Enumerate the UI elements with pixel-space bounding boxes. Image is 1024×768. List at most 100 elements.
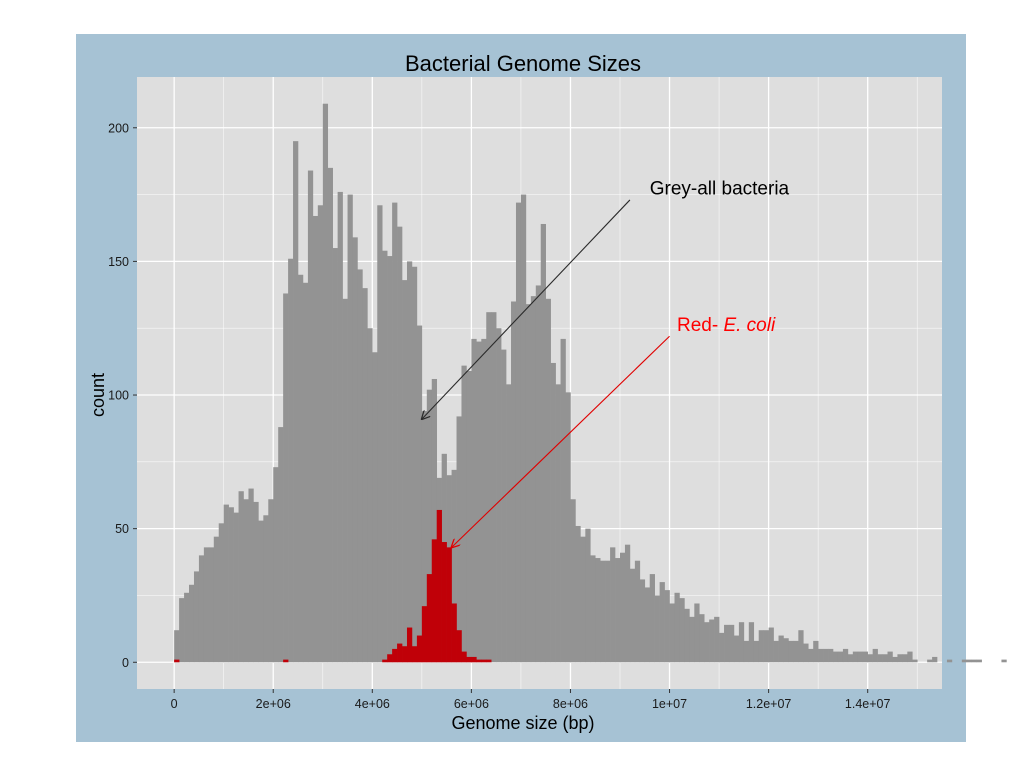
histogram-bar (699, 614, 705, 663)
histogram-bar (679, 598, 685, 663)
histogram-bar (694, 603, 700, 663)
histogram-bar (392, 648, 398, 663)
histogram-bar (268, 499, 274, 663)
histogram-bar (704, 622, 710, 663)
histogram-bar (486, 312, 492, 663)
histogram-bar (887, 651, 893, 663)
histogram-bar (179, 598, 185, 663)
histogram-bar (288, 258, 294, 663)
histogram-bar (912, 659, 918, 663)
histogram-bar (758, 630, 764, 663)
histogram-bar (382, 659, 388, 663)
histogram-bar (451, 469, 457, 663)
histogram-bar (768, 627, 774, 663)
histogram-bar (719, 632, 725, 663)
histogram-bar (545, 298, 551, 663)
histogram-bar (273, 467, 279, 663)
annotation-label: Grey-all bacteria (650, 179, 790, 200)
histogram-bar (382, 250, 388, 663)
histogram-bar (411, 266, 418, 663)
histogram-bar (674, 592, 680, 663)
annotation-text: E. coli (723, 315, 776, 336)
histogram-bar (753, 640, 760, 663)
histogram-bar (278, 427, 284, 663)
histogram-bar (203, 547, 210, 663)
histogram-bar (456, 630, 462, 663)
histogram-bar (253, 501, 259, 663)
histogram-bar (402, 280, 408, 663)
histogram-bar (828, 648, 834, 663)
histogram-bar (317, 205, 324, 663)
histogram-bar (803, 643, 809, 663)
histogram-bar (624, 544, 631, 663)
histogram-bar (312, 215, 319, 663)
histogram-bar (833, 651, 839, 663)
histogram-bar (595, 558, 601, 663)
histogram-bar (1001, 659, 1007, 663)
histogram-bar (689, 616, 695, 663)
histogram-bar (798, 630, 804, 663)
x-axis-ticks: 0 2e+06 4e+06 6e+06 8e+06 1e+07 1.2e+07 1.4e+07 (171, 689, 890, 711)
histogram-bar (421, 411, 428, 663)
histogram-bar (372, 352, 378, 663)
histogram-bar (184, 592, 190, 663)
histogram-bar (411, 646, 418, 663)
histogram-bar (501, 349, 507, 663)
histogram-bar (233, 512, 239, 663)
histogram-bar (357, 269, 363, 663)
histogram-bar (377, 205, 383, 663)
annotation-text: Grey-all bacteria (650, 179, 790, 200)
histogram-bar (506, 384, 512, 663)
histogram-bar (193, 571, 200, 663)
histogram-bar (560, 338, 566, 663)
y-tick-label: 200 (108, 121, 129, 135)
histogram-bar (258, 520, 264, 663)
histogram-bar (416, 635, 423, 663)
histogram-bar (748, 622, 755, 663)
histogram-bar (808, 648, 814, 663)
histogram-bar (867, 654, 873, 663)
histogram-bar (783, 638, 789, 663)
histogram-bar (659, 582, 665, 663)
histogram-bar (327, 167, 333, 663)
histogram-bar (525, 304, 532, 663)
histogram-bar (342, 298, 348, 663)
histogram-bar (610, 547, 616, 663)
histogram-bar (352, 237, 358, 663)
histogram-bar (570, 499, 576, 663)
histogram-bar (778, 635, 784, 663)
histogram-bar (600, 560, 606, 663)
x-tick-label: 8e+06 (553, 697, 588, 711)
y-tick-label: 50 (115, 522, 129, 536)
histogram-bar (649, 574, 655, 663)
histogram-bar (585, 528, 591, 663)
histogram-bar (946, 659, 953, 663)
histogram-bar (515, 202, 522, 663)
histogram-bar (491, 312, 497, 663)
histogram-bar (620, 552, 626, 663)
x-tick-label: 6e+06 (454, 697, 489, 711)
histogram-bar (263, 515, 269, 663)
histogram-bar (208, 547, 215, 663)
histogram-bar (932, 656, 938, 663)
histogram-bar (852, 651, 859, 663)
histogram-bar (669, 603, 675, 663)
histogram-bar (773, 640, 779, 663)
histogram-bar (397, 226, 403, 663)
histogram-bar (307, 170, 314, 663)
histogram-bar (837, 651, 844, 663)
histogram-bar (872, 648, 878, 663)
histogram-bar (664, 590, 670, 663)
histogram-bar (907, 651, 913, 663)
histogram-bar (818, 648, 824, 663)
histogram-bar (709, 619, 715, 663)
histogram-bar (362, 288, 368, 663)
histogram-bar (743, 640, 750, 663)
histogram-bar (392, 202, 398, 663)
histogram-bar (629, 568, 636, 663)
histogram-bar (426, 574, 433, 663)
histogram-bar (466, 370, 472, 663)
histogram-bar (416, 325, 423, 663)
x-tick-label: 0 (171, 697, 178, 711)
